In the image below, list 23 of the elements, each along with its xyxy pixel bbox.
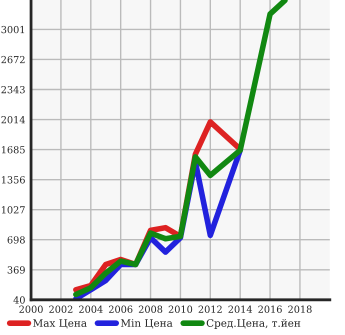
x-tick-label: 2018 — [288, 306, 312, 313]
y-tick-label: 2343 — [1, 86, 25, 94]
x-tick-label: 2014 — [228, 306, 252, 313]
legend-label: Min Цена — [120, 319, 173, 328]
x-tick-label: 2002 — [49, 306, 72, 313]
x-tick-label: 2008 — [138, 306, 162, 313]
x-tick-label: 2016 — [258, 306, 282, 313]
y-tick-label: 3001 — [1, 26, 24, 34]
y-tick-label: 1027 — [2, 206, 25, 214]
x-tick-label: 2010 — [168, 306, 192, 313]
y-tick-label: 698 — [8, 236, 25, 244]
x-tick-label: 2000 — [19, 306, 43, 313]
x-tick-label: 2004 — [79, 306, 103, 313]
x-tick-label: 2006 — [108, 306, 132, 313]
y-tick-label: 1356 — [2, 176, 25, 184]
y-tick-label: 369 — [8, 266, 25, 274]
y-tick-label: 1685 — [2, 146, 25, 154]
legend-label: Сред.Цена, т.йен — [206, 319, 300, 329]
y-tick-label: 2672 — [1, 56, 25, 64]
x-tick-label: 2012 — [198, 306, 222, 313]
legend-label: Max Цена — [33, 319, 87, 328]
y-tick-label: 2014 — [1, 116, 26, 124]
y-tick-label: 40 — [13, 296, 25, 304]
